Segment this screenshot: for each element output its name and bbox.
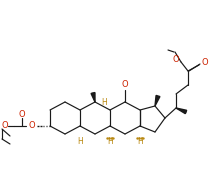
Text: H: H: [137, 137, 143, 147]
Text: H: H: [107, 137, 113, 147]
Text: O: O: [29, 121, 35, 131]
Polygon shape: [155, 95, 160, 106]
Text: O: O: [2, 121, 8, 131]
Text: H: H: [101, 98, 107, 106]
Text: O: O: [122, 79, 128, 89]
Text: O: O: [202, 57, 208, 67]
Polygon shape: [91, 93, 95, 102]
Text: O: O: [19, 110, 25, 119]
Text: O: O: [173, 55, 179, 63]
Polygon shape: [176, 108, 187, 114]
Text: H: H: [77, 137, 83, 147]
